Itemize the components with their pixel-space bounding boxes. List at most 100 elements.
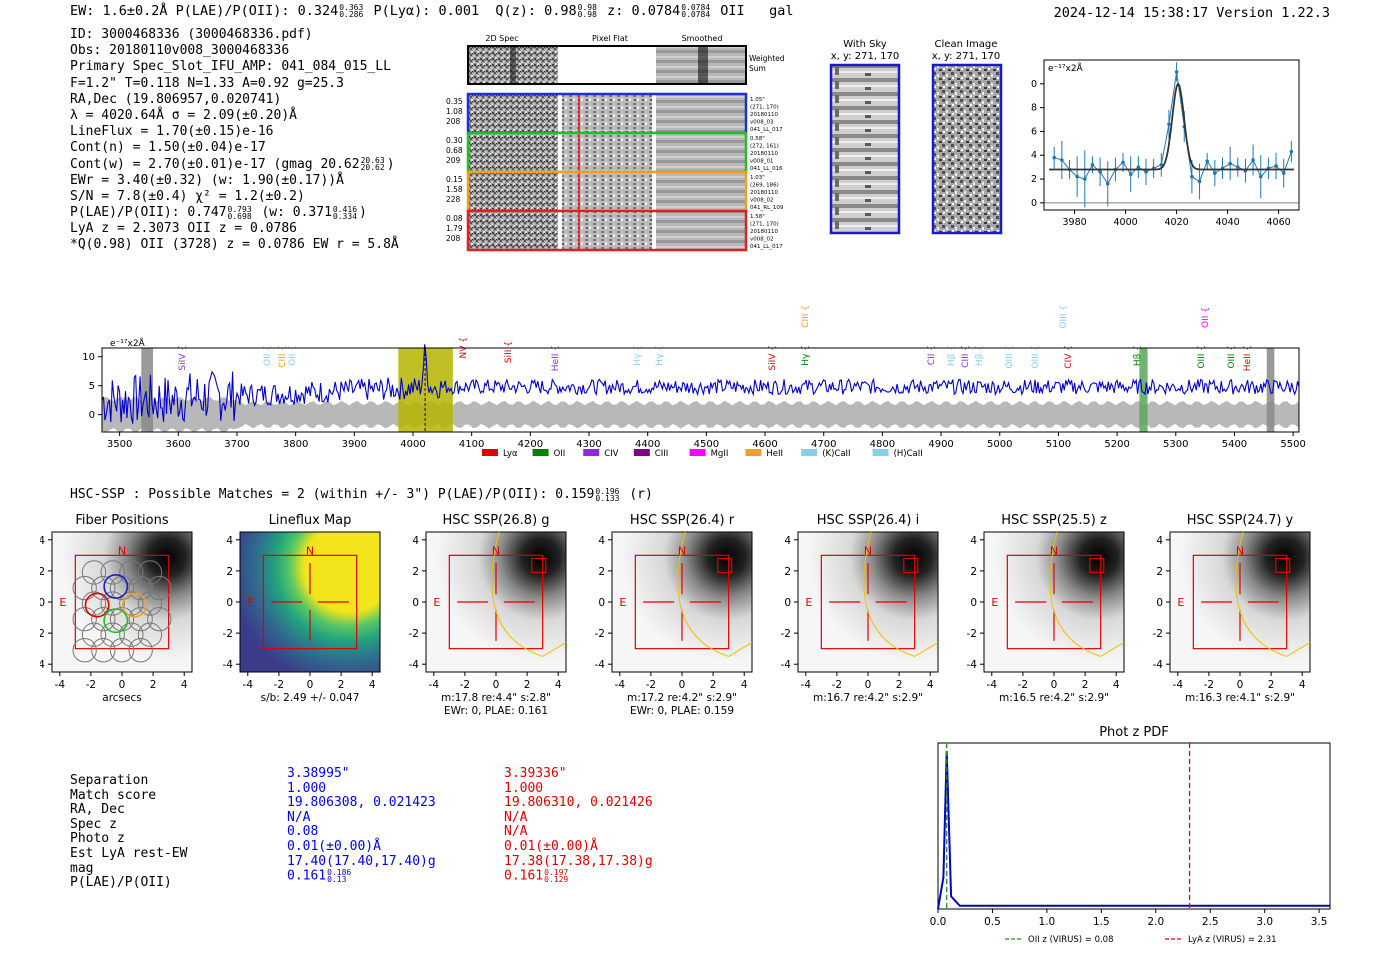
hsc-matches-title: HSC-SSP : Possible Matches = 2 (within +… bbox=[70, 486, 653, 503]
zoom-xtick-label: 4020 bbox=[1165, 217, 1189, 228]
north-label: N bbox=[118, 545, 126, 558]
zoom-ytick-label: 0 bbox=[1031, 198, 1037, 209]
search-box bbox=[448, 554, 544, 650]
legend-label: CIV bbox=[604, 449, 618, 459]
legend-label: CIII bbox=[655, 449, 668, 459]
hsc-xtick-label: -4 bbox=[615, 679, 626, 691]
row-side-label: (272, 161) bbox=[750, 144, 779, 150]
fiber-red bbox=[84, 592, 110, 618]
spec-line-label: Hβ { bbox=[947, 345, 957, 366]
sum-pixelflat bbox=[558, 46, 656, 84]
north-label: N bbox=[1050, 545, 1058, 558]
table-label: Separation bbox=[70, 773, 149, 788]
fiber-circle bbox=[119, 560, 144, 585]
spec-xtick-label: 4300 bbox=[576, 439, 601, 450]
hsc-ytick-label: -4 bbox=[40, 659, 45, 671]
row-val1: 0.30 bbox=[446, 136, 463, 145]
spec-line-label: Hγ { bbox=[633, 345, 643, 366]
row-val1: 0.08 bbox=[446, 214, 463, 223]
hsc-panel-title: HSC SSP(26.4) r bbox=[630, 513, 735, 528]
search-box bbox=[262, 554, 358, 650]
row-2dspec bbox=[468, 133, 558, 172]
match-table-labels: Separation Match score RA, Dec Spec z Photo … bbox=[70, 773, 188, 891]
spec-line-label: CIII { bbox=[961, 345, 971, 368]
hsc-panel-title: Fiber Positions bbox=[75, 513, 168, 528]
info-params: F=1.2" T=0.118 N=1.33 A=0.92 g=25.3 bbox=[70, 75, 344, 91]
spec-xtick-label: 3700 bbox=[224, 439, 249, 450]
info-contw: Cont(w) = 2.70(±0.01)e-17 (gmag 20.62 20.… bbox=[70, 156, 395, 172]
clean-image-xy: x, y: 271, 170 bbox=[932, 51, 1001, 62]
photz-title: Phot z PDF bbox=[1099, 725, 1169, 740]
detection-info: ID: 3000468336 (3000468336.pdf) Obs: 201… bbox=[70, 27, 399, 254]
photz-xtick-label: 3.5 bbox=[1311, 916, 1328, 928]
spec-xtick-label: 4800 bbox=[870, 439, 895, 450]
hsc-ytick-label: 4 bbox=[1156, 535, 1163, 547]
spec-line-label: OII { bbox=[288, 345, 298, 366]
zoom-series-line bbox=[1054, 71, 1292, 185]
table-label: Est LyA rest-EW bbox=[70, 845, 188, 861]
east-label: E bbox=[59, 596, 66, 609]
hsc-xtick-label: 4 bbox=[1299, 679, 1306, 691]
hsc-caption: m:16.5 re:4.2" s:2.9" bbox=[999, 692, 1109, 704]
info-plae: P(LAE)/P(OII): 0.747 0.793 0.698 (w: 0.371… bbox=[70, 204, 367, 221]
east-label: E bbox=[805, 596, 812, 609]
hsc-panel-title: HSC SSP(26.4) i bbox=[817, 513, 919, 528]
row-separator bbox=[652, 211, 656, 250]
search-box bbox=[820, 554, 916, 650]
col-smoothed: Smoothed bbox=[682, 34, 723, 43]
hsc-xtick-label: -2 bbox=[274, 679, 284, 691]
hsc-xtick-label: -2 bbox=[646, 679, 656, 691]
photz-legend-label: LyA z (VIRUS) = 2.31 bbox=[1188, 935, 1277, 945]
hsc-caption: EWr: 0, PLAE: 0.159 bbox=[630, 705, 734, 717]
legend-swatch bbox=[482, 449, 498, 456]
table-value: N/A bbox=[287, 809, 311, 825]
header-summary: EW: 1.6±0.2Å P(LAE)/P(OII): 0.324 0.363 0.… bbox=[70, 3, 794, 19]
hsc-ytick-label: -2 bbox=[223, 628, 233, 640]
hsc-ytick-label: -2 bbox=[40, 628, 45, 640]
legend-label: (K)CaII bbox=[822, 449, 850, 459]
row-side-label: v008_02 bbox=[750, 237, 774, 243]
photz-xtick-label: 1.5 bbox=[1093, 916, 1110, 928]
spec-ytick-label: 10 bbox=[82, 352, 95, 363]
hsc-ytick-label: -4 bbox=[409, 659, 420, 671]
clean-image-title: Clean Image bbox=[935, 39, 998, 50]
spec-xtick-label: 5500 bbox=[1280, 439, 1305, 450]
fiber-circle bbox=[109, 638, 135, 663]
search-box bbox=[1006, 554, 1102, 650]
search-box bbox=[634, 554, 730, 650]
photz-legend-label: OII z (VIRUS) = 0.08 bbox=[1028, 935, 1114, 945]
hsc-panel-title: HSC SSP(24.7) y bbox=[1187, 513, 1294, 528]
spec2d-cutouts: 2D Spec Pixel Flat Smoothed Weighted Sum… bbox=[446, 34, 785, 252]
catalog-match-box bbox=[531, 557, 547, 574]
table-value: 0.01(±0.00)Å bbox=[287, 838, 381, 854]
north-label: N bbox=[306, 545, 314, 558]
hsc-panel-title: HSC SSP(26.8) g bbox=[442, 513, 549, 528]
table-value: 19.806308, 0.021423 bbox=[287, 795, 436, 811]
hsc-xtick-label: 4 bbox=[369, 679, 376, 691]
hsc-ytick-label: 4 bbox=[598, 535, 605, 547]
spec-line-label: CIII { bbox=[801, 305, 811, 328]
table-value: 17.38(17.38,17.38)g bbox=[504, 853, 653, 869]
hsc-ytick-label: 2 bbox=[412, 566, 419, 578]
legend-label: MgII bbox=[711, 449, 729, 459]
info-lineflux: LineFlux = 1.70(±0.15)e-16 bbox=[70, 124, 274, 140]
hsc-xtick-label: 0 bbox=[1051, 679, 1058, 691]
hsc-xtick-label: -2 bbox=[86, 679, 96, 691]
fiber-circle bbox=[147, 575, 172, 601]
row-pixelflat bbox=[562, 94, 652, 133]
hsc-caption: m:16.3 re:4.1" s:2.9" bbox=[1185, 692, 1295, 704]
row-side-label: (269, 186) bbox=[750, 183, 779, 189]
hsc-ytick-label: -4 bbox=[781, 659, 792, 671]
spec-line-label: SiIV { bbox=[768, 345, 778, 371]
hsc-ytick-label: 4 bbox=[412, 535, 419, 547]
timestamp-version: 2024-12-14 15:38:17 Version 1.22.3 bbox=[1053, 5, 1330, 21]
north-label: N bbox=[678, 545, 686, 558]
hsc-xtick-label: -4 bbox=[243, 679, 254, 691]
spec-line-label: OIII { bbox=[1005, 345, 1015, 369]
row-2dspec bbox=[468, 94, 558, 133]
hsc-ytick-label: -2 bbox=[781, 628, 791, 640]
fiber-circle bbox=[137, 622, 163, 647]
hsc-ytick-label: 4 bbox=[970, 535, 977, 547]
